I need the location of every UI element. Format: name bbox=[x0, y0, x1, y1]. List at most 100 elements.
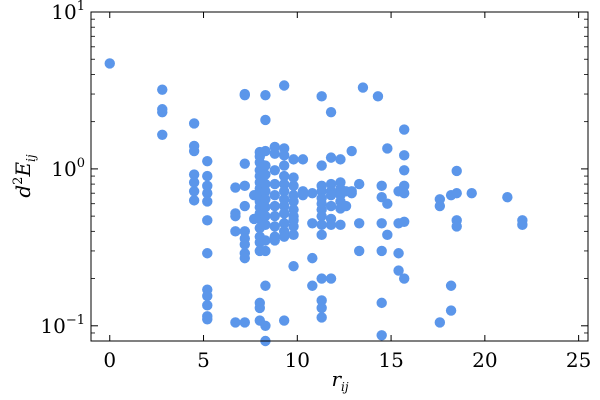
data-point bbox=[278, 170, 290, 182]
x-tick-label: 15 bbox=[378, 348, 403, 372]
data-point bbox=[260, 178, 271, 190]
data-point bbox=[260, 169, 271, 180]
data-point bbox=[202, 215, 213, 226]
data-point bbox=[376, 297, 387, 309]
data-point bbox=[353, 245, 365, 257]
data-point bbox=[239, 200, 250, 212]
data-point bbox=[372, 91, 384, 102]
data-point bbox=[297, 154, 309, 165]
points-layer bbox=[104, 58, 528, 347]
data-point bbox=[278, 315, 290, 326]
data-point bbox=[260, 202, 271, 213]
data-point bbox=[202, 196, 213, 207]
data-point bbox=[502, 192, 513, 203]
data-point bbox=[260, 320, 271, 331]
data-point bbox=[157, 84, 168, 95]
data-point bbox=[399, 165, 410, 176]
data-point bbox=[278, 231, 290, 242]
data-point bbox=[399, 180, 410, 192]
data-point bbox=[316, 210, 327, 222]
data-point bbox=[399, 216, 410, 228]
data-point bbox=[260, 160, 271, 171]
data-point bbox=[260, 245, 271, 257]
data-point bbox=[202, 300, 213, 311]
data-point bbox=[316, 273, 327, 284]
data-point bbox=[288, 221, 299, 232]
data-point bbox=[316, 219, 327, 231]
data-point bbox=[288, 172, 299, 183]
data-point bbox=[202, 248, 213, 259]
data-point bbox=[307, 218, 318, 229]
data-point bbox=[346, 188, 357, 199]
data-point bbox=[297, 189, 309, 201]
data-point bbox=[104, 58, 115, 69]
data-point bbox=[466, 188, 477, 199]
data-point bbox=[288, 196, 299, 207]
data-point bbox=[269, 178, 280, 190]
data-point bbox=[393, 265, 404, 276]
data-point bbox=[239, 180, 250, 192]
data-point bbox=[399, 124, 410, 135]
data-point bbox=[239, 158, 250, 169]
data-point bbox=[260, 219, 271, 231]
y-tick-label: 100 bbox=[51, 156, 85, 181]
data-point bbox=[353, 178, 365, 190]
data-point bbox=[340, 200, 352, 212]
data-point bbox=[517, 219, 528, 231]
data-point bbox=[325, 189, 337, 201]
data-point bbox=[346, 145, 357, 157]
data-point bbox=[382, 143, 393, 154]
y-tick-label: 101 bbox=[51, 0, 85, 24]
data-point bbox=[269, 189, 280, 201]
data-point bbox=[325, 219, 337, 231]
data-point bbox=[230, 182, 241, 193]
data-point bbox=[269, 165, 280, 176]
x-tick-label: 20 bbox=[472, 348, 497, 372]
data-point bbox=[269, 235, 280, 246]
data-point bbox=[325, 178, 337, 190]
data-point bbox=[230, 226, 241, 237]
data-point bbox=[316, 295, 327, 306]
data-point bbox=[376, 245, 387, 257]
y-tick-label: 10−1 bbox=[40, 313, 85, 338]
data-point bbox=[307, 280, 318, 291]
data-point bbox=[288, 154, 299, 165]
data-point bbox=[288, 180, 299, 192]
data-point bbox=[269, 221, 280, 232]
x-tick-label: 5 bbox=[197, 348, 210, 372]
data-point bbox=[260, 89, 271, 101]
data-point bbox=[278, 208, 290, 219]
data-point bbox=[278, 186, 290, 197]
data-point bbox=[157, 129, 168, 140]
data-point bbox=[445, 280, 457, 291]
data-point bbox=[202, 290, 213, 302]
data-point bbox=[260, 145, 271, 157]
data-point bbox=[239, 89, 250, 101]
data-point bbox=[325, 152, 337, 163]
data-point bbox=[278, 218, 290, 229]
data-point bbox=[260, 210, 271, 222]
data-point bbox=[278, 178, 290, 190]
data-point bbox=[260, 280, 271, 291]
data-point bbox=[376, 330, 387, 341]
data-point bbox=[202, 155, 213, 167]
data-point bbox=[254, 302, 265, 314]
data-point bbox=[451, 188, 462, 199]
data-point bbox=[376, 218, 387, 229]
data-point bbox=[239, 317, 250, 328]
data-point bbox=[382, 198, 393, 209]
data-point bbox=[278, 80, 290, 91]
data-point bbox=[335, 154, 346, 165]
data-point bbox=[316, 229, 327, 241]
data-point bbox=[157, 106, 168, 118]
data-point bbox=[188, 169, 200, 180]
data-point bbox=[188, 186, 200, 197]
data-point bbox=[230, 317, 241, 328]
data-point bbox=[269, 210, 280, 222]
data-point bbox=[316, 302, 327, 314]
data-point bbox=[260, 114, 271, 126]
data-point bbox=[307, 188, 318, 199]
data-point bbox=[269, 148, 280, 159]
data-point bbox=[239, 239, 250, 250]
